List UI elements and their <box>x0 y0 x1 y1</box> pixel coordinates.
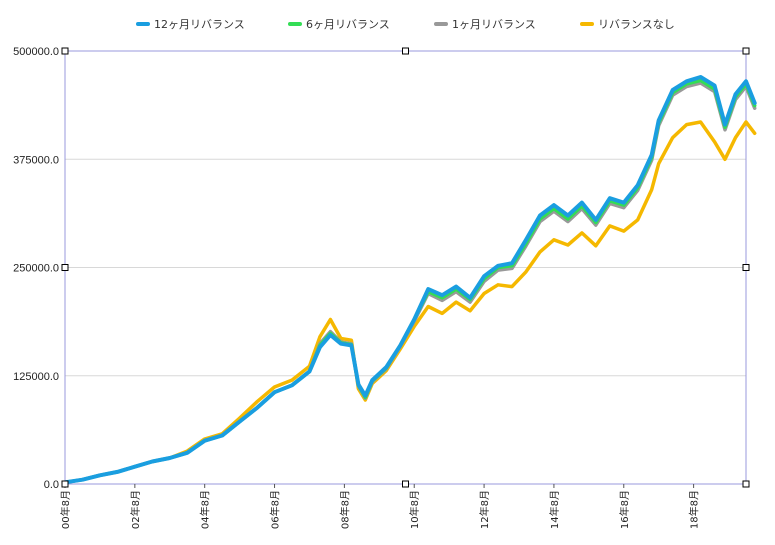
y-tick-label: 500000.0 <box>13 46 59 58</box>
series-lines <box>63 75 757 485</box>
y-tick-label: 0.0 <box>44 479 59 491</box>
x-tick-label: 12年8月 <box>478 490 491 529</box>
x-tick-label: 14年8月 <box>548 490 561 529</box>
x-tick-label: 18年8月 <box>688 490 701 529</box>
legend-label: 12ヶ月リバランス <box>154 18 245 31</box>
legend-label: リバランスなし <box>598 18 675 31</box>
resize-handle[interactable] <box>402 480 409 488</box>
legend: 12ヶ月リバランス 6ヶ月リバランス 1ヶ月リバランス リバランスなし <box>136 18 675 31</box>
resize-handle[interactable] <box>742 480 750 488</box>
resize-handle[interactable] <box>402 47 409 55</box>
series-line-1 <box>63 75 757 485</box>
resize-handle[interactable] <box>61 47 69 55</box>
selection-handles[interactable] <box>61 47 750 488</box>
resize-handle[interactable] <box>742 264 750 271</box>
x-tick-label: 06年8月 <box>269 490 282 529</box>
resize-handle[interactable] <box>61 264 69 271</box>
resize-handle[interactable] <box>742 47 750 55</box>
x-tick-label: 08年8月 <box>338 490 351 529</box>
x-tick-label: 04年8月 <box>199 490 212 529</box>
y-tick-label: 375000.0 <box>13 154 59 166</box>
x-tick-label: 02年8月 <box>129 490 142 529</box>
series-line-3 <box>63 81 757 485</box>
x-tick-label: 16年8月 <box>618 490 631 529</box>
legend-label: 6ヶ月リバランス <box>306 18 390 31</box>
legend-label: 1ヶ月リバランス <box>452 18 536 31</box>
series-line-4 <box>63 120 757 485</box>
series-line-2 <box>63 78 757 485</box>
y-tick-label: 125000.0 <box>13 371 59 383</box>
x-tick-label: 10年8月 <box>408 490 421 529</box>
x-tick-label: 00年8月 <box>59 490 72 529</box>
x-axis: 00年8月 02年8月 04年8月 06年8月 08年8月 10年8月 12年8月 14年8月… <box>59 484 701 529</box>
resize-handle[interactable] <box>61 480 69 488</box>
y-axis: 0.0 125000.0 250000.0 375000.0 500000.0 <box>13 46 59 491</box>
y-tick-label: 250000.0 <box>13 263 59 275</box>
